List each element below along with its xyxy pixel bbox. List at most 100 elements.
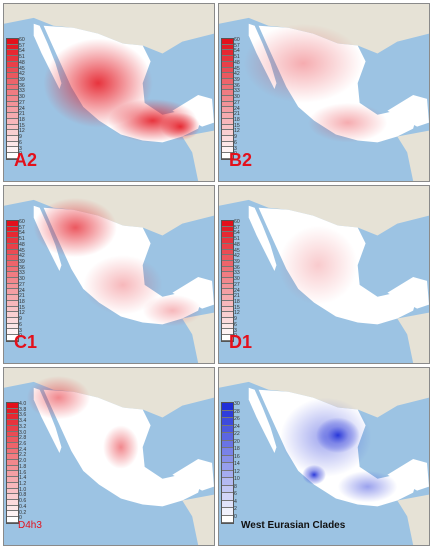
scale-swatch (222, 317, 233, 324)
scale-tick-label: 2.6 (19, 441, 27, 447)
scale-tick-label: 27 (19, 281, 25, 288)
scale-tick-label: 21 (234, 293, 240, 300)
scale-tick-label: 27 (19, 99, 25, 106)
scale-tick-label: 9 (234, 316, 237, 323)
scale-tick-label: 57 (234, 42, 240, 49)
central-america (182, 130, 214, 181)
scale-tick-label: 6 (234, 491, 237, 497)
yucatan (172, 94, 214, 127)
scale-swatch (222, 289, 233, 296)
scale-swatch (222, 61, 233, 68)
scale-tick-label: 6 (234, 139, 237, 146)
scale-swatch (7, 488, 18, 495)
scale-tick-label: 18 (234, 299, 240, 305)
scale-tick-label: 3.0 (19, 429, 27, 436)
scale-swatch (7, 283, 18, 290)
scale-tick-label: 39 (19, 259, 25, 265)
scale-swatch (7, 101, 18, 108)
scale-swatch (7, 329, 18, 336)
scale-tick-label: 24 (234, 423, 240, 430)
mexico-map (4, 4, 214, 181)
scale-tick-label: 0.8 (19, 492, 27, 499)
map-panel-d4h3: 4.0 3.8 3.6 3.4 3.2 3.0 2.8 2.6 2.4 2.2 2.0 1.8 1.6 1… (3, 367, 215, 546)
scale-tick-label: 21 (19, 111, 25, 118)
scale-tick-label: 8 (234, 483, 237, 490)
scale-tick-label: 60 (19, 219, 25, 225)
scale-swatch (222, 147, 233, 154)
scale-tick-label: 45 (19, 65, 25, 72)
scale-swatch (7, 90, 18, 97)
scale-swatch (7, 260, 18, 267)
scale-swatch (222, 130, 233, 136)
map-panel-a2: 60 57 54 51 48 45 42 39 36 33 30 27 24 21 18 15 12 9 6 3 0 A… (3, 3, 215, 182)
color-scale (6, 38, 19, 160)
scale-swatch (7, 221, 18, 227)
scale-swatch (222, 306, 233, 313)
mexico-map (219, 4, 429, 181)
us-land (4, 4, 214, 54)
scale-swatch (7, 130, 18, 136)
scale-swatch (222, 323, 233, 330)
scale-tick-label: 45 (234, 65, 240, 72)
scale-swatch (222, 73, 233, 79)
scale-tick-label: 4.0 (19, 401, 27, 407)
mexico-map (219, 186, 429, 363)
scale-tick-label: 30 (19, 94, 25, 101)
scale-tick-label: 1.4 (19, 475, 27, 482)
scale-swatch (7, 414, 18, 421)
scale-tick-label: 12 (19, 128, 25, 135)
scale-swatch (222, 410, 233, 418)
scale-tick-label: 33 (234, 88, 240, 95)
scale-tick-label: 36 (234, 82, 240, 89)
scale-swatch (222, 249, 233, 256)
scale-swatch (7, 300, 18, 307)
scale-tick-label: 33 (19, 270, 25, 277)
scale-swatch (222, 153, 233, 159)
scale-swatch (7, 431, 18, 438)
scale-swatch (7, 437, 18, 443)
scale-tick-label: 4 (234, 498, 237, 505)
scale-tick-label: 15 (19, 122, 25, 129)
scale-swatch (7, 471, 18, 478)
scale-swatch (7, 266, 18, 273)
map-panel-c1: 60 57 54 51 48 45 42 39 36 33 30 27 24 21 18 15 12 9 6 3 0 C… (3, 185, 215, 364)
scale-tick-label: 24 (234, 287, 240, 294)
scale-tick-label: 51 (234, 236, 240, 243)
scale-swatch (7, 323, 18, 330)
scale-tick-label: 18 (234, 446, 240, 452)
scale-tick-label: 0.6 (19, 498, 27, 505)
scale-tick-label: 24 (19, 105, 25, 112)
scale-swatch (222, 329, 233, 336)
scale-tick-label: 27 (234, 99, 240, 106)
panel-label: A2 (14, 150, 38, 170)
scale-swatch (222, 39, 233, 45)
scale-swatch (7, 141, 18, 148)
scale-swatch (222, 440, 233, 448)
scale-swatch (7, 84, 18, 91)
scale-tick-label: 60 (234, 219, 240, 225)
scale-swatch (222, 107, 233, 114)
scale-swatch (222, 433, 233, 441)
scale-tick-label: 0 (19, 151, 22, 158)
scale-swatch (222, 455, 233, 463)
scale-swatch (222, 418, 233, 426)
scale-swatch (222, 463, 233, 471)
panel-label: West Eurasian Clades (241, 520, 346, 531)
scale-tick-label: 15 (234, 122, 240, 129)
scale-swatch (222, 266, 233, 273)
scale-tick-label: 21 (19, 293, 25, 300)
scale-swatch (7, 61, 18, 68)
scale-tick-label: 39 (234, 259, 240, 265)
scale-tick-label: 18 (19, 117, 25, 123)
scale-swatch (7, 153, 18, 159)
scale-swatch (7, 448, 18, 455)
scale-tick-label: 30 (19, 276, 25, 283)
scale-swatch (7, 255, 18, 261)
scale-swatch (7, 249, 18, 256)
scale-swatch (7, 147, 18, 154)
scale-tick-label: 3 (234, 145, 237, 152)
scale-tick-label: 24 (19, 287, 25, 294)
scale-swatch (222, 312, 233, 318)
scale-swatch (7, 243, 18, 250)
scale-swatch (7, 335, 18, 341)
